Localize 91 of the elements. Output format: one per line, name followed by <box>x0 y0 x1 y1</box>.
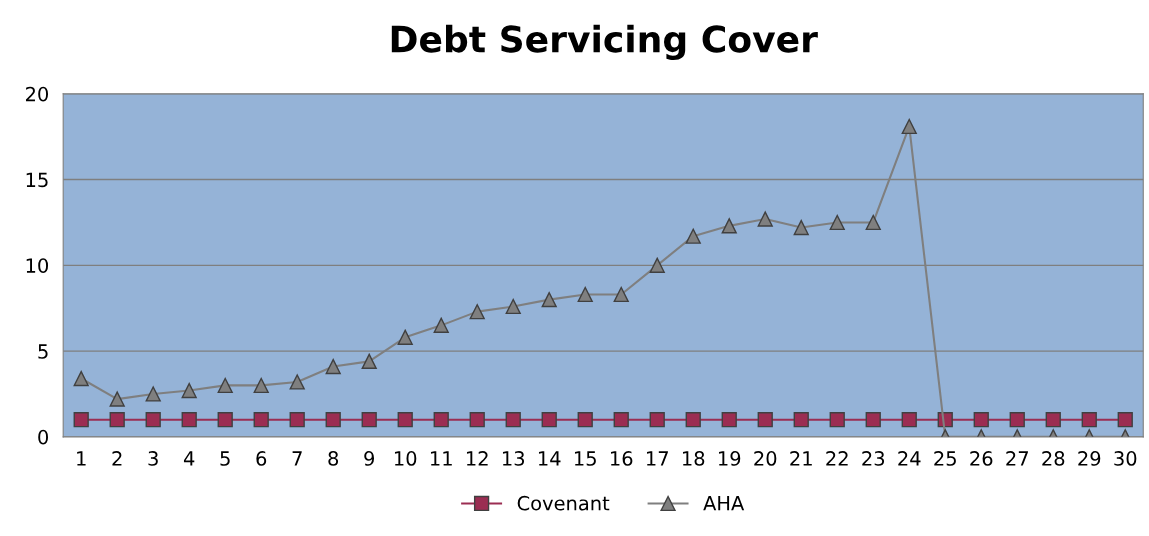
x-tick-label: 11 <box>430 451 452 466</box>
x-tick-label: 8 <box>328 451 339 466</box>
point <box>289 374 305 390</box>
point <box>505 298 521 315</box>
point <box>325 412 341 428</box>
x-tick-label: 30 <box>1114 451 1137 466</box>
x-tick-label: 12 <box>466 451 488 466</box>
point <box>721 218 737 234</box>
point <box>361 353 377 370</box>
x-tick-label: 15 <box>574 451 596 466</box>
y-tick-label: 10 <box>26 258 49 273</box>
point <box>469 412 485 428</box>
x-tick-label: 6 <box>256 451 267 466</box>
point <box>1009 412 1025 428</box>
x-tick-label: 4 <box>183 451 195 466</box>
x-tick-label: 28 <box>1042 451 1065 466</box>
point <box>757 211 773 227</box>
point <box>145 412 161 428</box>
x-tick-label: 29 <box>1078 451 1101 466</box>
y-tick-label: 20 <box>25 86 49 102</box>
x-tick-label: 18 <box>682 451 705 466</box>
x-tick-label: 14 <box>538 451 561 466</box>
point <box>649 412 665 428</box>
point <box>829 412 845 428</box>
point <box>793 412 809 428</box>
point <box>541 291 557 308</box>
point <box>505 412 521 428</box>
point <box>901 412 917 428</box>
point <box>613 286 629 303</box>
point <box>1117 412 1133 428</box>
point <box>829 214 845 231</box>
x-tick-label: 17 <box>646 451 668 466</box>
point <box>685 228 701 244</box>
point <box>253 377 269 394</box>
point <box>757 412 773 428</box>
point <box>289 412 305 428</box>
x-tick-label: 21 <box>790 451 812 466</box>
point <box>469 303 485 320</box>
point <box>325 358 341 375</box>
y-tick-label: 5 <box>38 344 48 359</box>
point <box>865 214 881 231</box>
point <box>865 412 881 428</box>
x-tick-label: 20 <box>754 451 777 466</box>
x-tick-label: 23 <box>862 451 885 466</box>
chart-title: Debt Servicing Cover <box>391 24 818 60</box>
point <box>613 412 629 428</box>
point <box>577 412 593 428</box>
point <box>253 412 269 428</box>
point <box>901 118 917 135</box>
x-tick-label: 16 <box>610 451 633 466</box>
point <box>109 412 125 428</box>
legend-label: AHA <box>703 496 745 511</box>
point <box>793 219 809 236</box>
y-tick-label: 15 <box>26 172 48 188</box>
point <box>1081 412 1097 428</box>
x-tick-label: 26 <box>970 451 993 466</box>
point <box>145 386 161 402</box>
x-tick-label: 27 <box>1006 451 1028 466</box>
point <box>73 370 89 387</box>
point <box>73 412 89 428</box>
point <box>109 391 125 407</box>
x-tick-label: 10 <box>394 451 417 466</box>
x-tick-label: 19 <box>719 451 741 466</box>
x-tick-label: 5 <box>220 451 230 466</box>
point <box>649 257 665 273</box>
point <box>217 377 233 394</box>
point <box>577 286 593 303</box>
point <box>397 412 413 428</box>
point <box>181 412 197 428</box>
point <box>217 412 233 428</box>
point <box>181 382 197 399</box>
point <box>433 317 449 333</box>
point <box>685 412 701 428</box>
point <box>397 329 413 345</box>
x-tick-label: 9 <box>364 451 375 466</box>
point <box>361 412 377 428</box>
x-tick-label: 7 <box>292 451 302 466</box>
point <box>433 412 449 428</box>
x-tick-label: 3 <box>148 451 158 466</box>
x-tick-label: 22 <box>826 451 848 466</box>
point <box>1045 412 1061 428</box>
x-tick-label: 1 <box>77 451 86 466</box>
x-tick-label: 24 <box>898 451 921 466</box>
point <box>721 412 737 428</box>
x-tick-label: 25 <box>934 451 956 466</box>
legend-label: Covenant <box>517 495 610 511</box>
y-tick-label: 0 <box>38 429 49 445</box>
x-tick-label: 13 <box>502 451 525 466</box>
x-tick-label: 2 <box>112 451 122 466</box>
point <box>541 412 557 428</box>
point <box>973 412 989 428</box>
